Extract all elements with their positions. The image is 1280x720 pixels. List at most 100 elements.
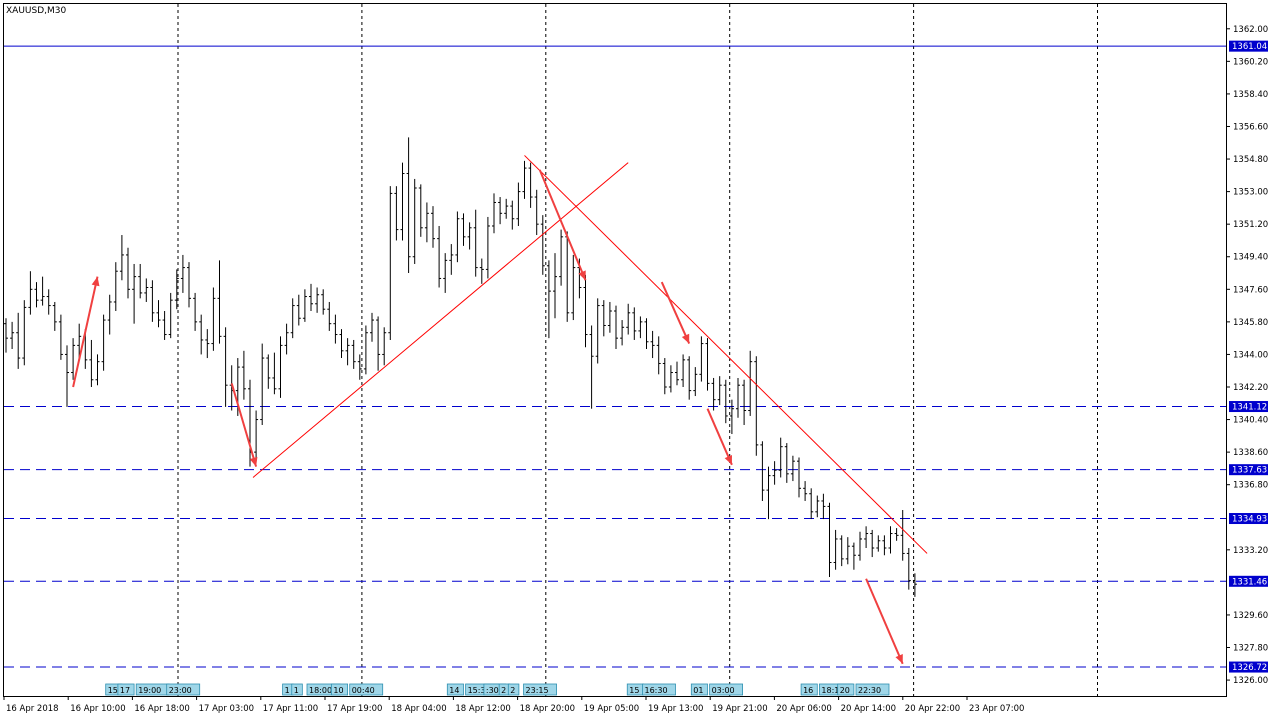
candle xyxy=(766,466,771,520)
candle xyxy=(882,535,887,556)
candle xyxy=(388,186,393,340)
arrow-shaft xyxy=(706,408,733,466)
candle xyxy=(266,354,271,389)
x-tick-label: 23 Apr 07:00 xyxy=(969,704,1024,714)
time-tag: 00:40 xyxy=(349,683,384,696)
y-tick-label: 1347.60 xyxy=(1233,285,1268,295)
time-tag-bg xyxy=(291,683,303,696)
candle xyxy=(16,312,21,369)
candle xyxy=(345,338,350,366)
candle xyxy=(723,379,728,424)
time-axis[interactable]: 16 Apr 2018 16 Apr 10:00 16 Apr 18:00 17 Ap… xyxy=(3,696,1024,714)
annotation-arrows[interactable] xyxy=(72,169,904,665)
time-tag-bg xyxy=(709,683,743,696)
time-tag: 20 xyxy=(837,683,855,696)
time-tag-label: 18:15 xyxy=(821,686,844,695)
time-tag-label: 15 xyxy=(108,686,118,695)
price-badge-label: 1337.63 xyxy=(1232,466,1267,476)
y-tick-label: 1342.20 xyxy=(1233,383,1268,393)
time-tag: 17 xyxy=(117,683,135,696)
price-axis[interactable]: 1362.00 1360.20 1358.40 1356.60 1354.80 1353.… xyxy=(1226,25,1268,686)
candle xyxy=(278,336,283,398)
candle xyxy=(113,262,118,312)
y-tick-label: 1340.40 xyxy=(1233,416,1268,426)
price-badge: 1341.12 xyxy=(1229,401,1268,413)
candle xyxy=(742,379,747,425)
time-tag-bg xyxy=(800,683,818,696)
candle xyxy=(46,289,51,315)
candle xyxy=(687,356,692,400)
time-tag-bg xyxy=(446,683,464,696)
time-tag-bg xyxy=(330,683,348,696)
candle xyxy=(473,209,478,277)
candle xyxy=(22,300,27,366)
candle xyxy=(833,529,838,570)
time-tag-label: 16 xyxy=(803,686,813,695)
candle xyxy=(327,301,332,331)
candle xyxy=(906,548,911,590)
candle xyxy=(107,294,112,335)
arrow-shaft xyxy=(72,276,99,388)
candle xyxy=(449,244,454,275)
price-badge-label: 1334.93 xyxy=(1232,515,1267,525)
candle xyxy=(370,312,374,342)
candle xyxy=(406,137,411,274)
trend-arrow xyxy=(865,578,904,665)
candle xyxy=(809,488,814,520)
time-tag: 16:30 xyxy=(642,683,676,696)
candle xyxy=(150,280,155,322)
trend-line xyxy=(252,162,629,478)
candle xyxy=(71,338,76,380)
candle xyxy=(284,323,289,355)
trend-line xyxy=(524,155,928,554)
time-tags: 15 17 19:00 23:00 1 1 18:00 10 00:40 14 15:30:30 2 2… xyxy=(105,683,890,696)
candle xyxy=(376,316,381,371)
price-badge: 1361.04 xyxy=(1229,40,1268,52)
y-tick-label: 1336.80 xyxy=(1233,481,1268,491)
time-tag-bg xyxy=(837,683,855,696)
candle xyxy=(620,320,625,346)
candle xyxy=(583,274,588,348)
candle xyxy=(461,213,466,246)
candle xyxy=(126,247,130,299)
price-badge: 1337.63 xyxy=(1229,464,1268,476)
candle xyxy=(443,253,448,293)
trend-arrow xyxy=(230,383,258,467)
x-tick-label: 20 Apr 22:00 xyxy=(905,704,960,714)
y-tick-label: 1344.00 xyxy=(1233,350,1268,360)
candle xyxy=(504,198,509,219)
candle xyxy=(382,327,387,366)
candle xyxy=(418,184,423,237)
time-tag-label: 2 xyxy=(510,686,515,695)
x-tick-label: 18 Apr 12:00 xyxy=(455,704,510,714)
candle xyxy=(95,354,100,386)
time-tag-bg xyxy=(690,683,708,696)
horizontal-levels[interactable] xyxy=(4,45,1226,668)
candle xyxy=(321,289,326,315)
candle xyxy=(65,345,69,407)
price-badge-label: 1341.12 xyxy=(1232,403,1267,413)
time-tag-label: 03:00 xyxy=(712,686,735,695)
candle xyxy=(412,178,417,264)
time-tag: 16 xyxy=(800,683,818,696)
candle xyxy=(699,336,704,382)
time-tag-label: 10 xyxy=(333,686,343,695)
candle xyxy=(333,314,338,344)
candle xyxy=(467,222,472,250)
time-tag: 22:30 xyxy=(855,683,890,696)
candle xyxy=(827,502,832,577)
trend-lines[interactable] xyxy=(252,155,928,554)
candle xyxy=(851,542,856,570)
candle xyxy=(760,441,765,501)
x-tick-label: 16 Apr 18:00 xyxy=(134,704,189,714)
time-tag-label: 18:00 xyxy=(309,686,332,695)
candle xyxy=(559,229,564,286)
trend-arrow xyxy=(706,408,733,466)
x-tick-label: 19 Apr 05:00 xyxy=(584,704,639,714)
candle xyxy=(711,377,716,411)
candle xyxy=(193,292,198,331)
candle xyxy=(40,276,45,306)
candle xyxy=(10,321,15,350)
candle xyxy=(254,410,259,462)
